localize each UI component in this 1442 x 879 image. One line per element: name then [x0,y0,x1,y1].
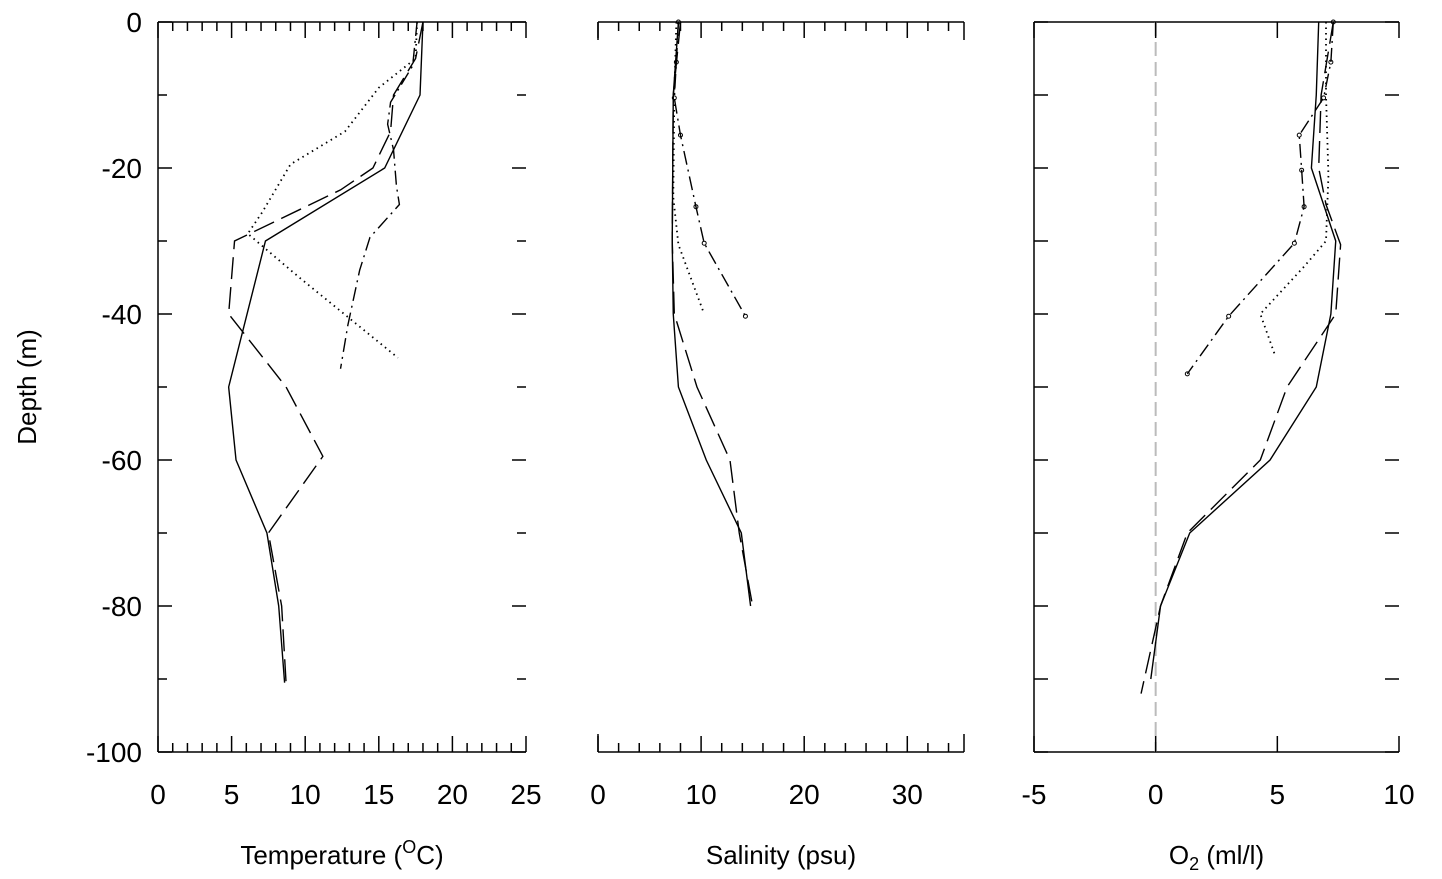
x-axis-label: Temperature (OC) [240,837,443,870]
profile-line [246,21,418,359]
profile-line [339,21,418,369]
x-axis-label-part: O [1169,840,1189,870]
profile-line [673,21,747,317]
profile-marker [1301,204,1307,210]
x-axis-label-part: (ml/l) [1199,840,1264,870]
x-axis-label-part: C) [416,840,443,870]
profile-marker [671,95,677,101]
x-tick-label: 10 [290,779,321,810]
profile-marker [1321,95,1327,101]
profile-marker [1184,371,1190,377]
profile-marker [1299,167,1305,173]
profile-marker [701,240,707,246]
profile-line [671,21,754,607]
x-tick-label: 0 [590,779,606,810]
profile-line [227,21,424,683]
profile-line [1150,21,1337,680]
profile-marker [693,204,699,210]
x-tick-label: 0 [1148,779,1164,810]
x-axis-label-part: Salinity (psu) [706,840,856,870]
y-tick-label: -40 [102,299,142,330]
profile-line [672,21,706,315]
profile-marker [742,313,748,319]
x-tick-label: 10 [1383,779,1414,810]
y-tick-label: -80 [102,591,142,622]
profile-marker [673,59,679,65]
profile-line [1259,22,1330,356]
x-axis-label: Salinity (psu) [706,840,856,870]
x-axis-label-part: 2 [1189,854,1199,874]
x-axis-label: O2 (ml/l) [1169,840,1264,874]
x-tick-label: 0 [150,779,166,810]
x-tick-label: 25 [510,779,541,810]
y-tick-label: -20 [102,153,142,184]
profile-marker [677,132,683,138]
x-tick-label: 5 [1270,779,1286,810]
profile-marker [1328,59,1334,65]
x-tick-label: 30 [892,779,923,810]
profile-line [227,21,424,683]
x-tick-label: 5 [224,779,240,810]
profile-marker [675,19,681,25]
x-tick-label: -5 [1022,779,1047,810]
x-tick-label: 20 [437,779,468,810]
profile-marker [1291,240,1297,246]
profile-line [1186,21,1334,375]
x-axis-label-part: O [402,837,416,857]
x-tick-label: 15 [363,779,394,810]
x-axis-label-part: Temperature ( [240,840,402,870]
y-tick-label: -100 [86,737,142,768]
profile-marker [1226,313,1232,319]
x-tick-label: 20 [789,779,820,810]
x-tick-label: 10 [686,779,717,810]
profile-marker [1330,19,1336,25]
y-tick-label: 0 [126,7,142,38]
profile-line [1140,21,1342,694]
profile-line [671,21,752,607]
y-axis-label: Depth (m) [12,329,42,445]
profile-marker [1296,132,1302,138]
y-tick-label: -60 [102,445,142,476]
